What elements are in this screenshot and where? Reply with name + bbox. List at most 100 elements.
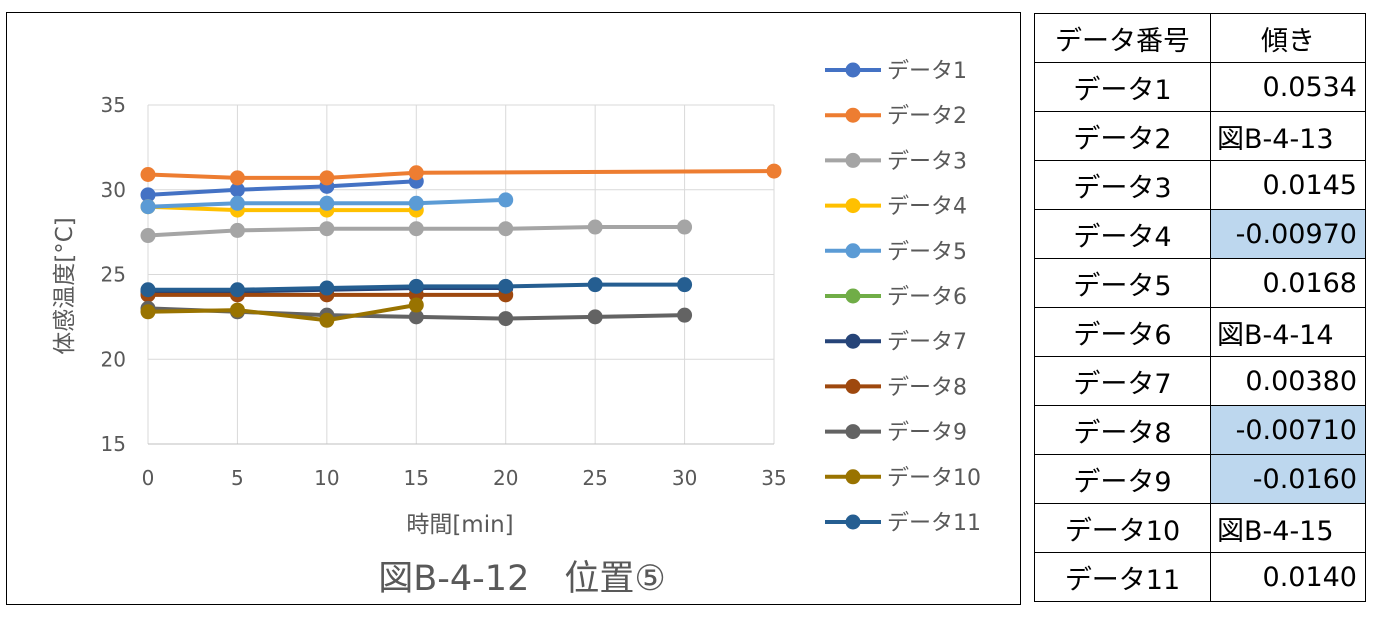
data-point (140, 199, 156, 215)
row-slope-value: -0.00970 (1210, 209, 1366, 259)
x-tick-label: 15 (404, 466, 429, 490)
data-point (319, 280, 335, 296)
legend-label: データ4 (887, 195, 967, 220)
row-label: データ3 (1034, 160, 1211, 210)
legend-marker (845, 243, 861, 259)
data-point (498, 311, 514, 327)
table-row: データ2 図B-4-13 (1034, 111, 1366, 161)
legend: データ1 データ2 データ3 データ4 データ5 データ6 データ7 データ8 データ9 データ1… (825, 59, 981, 536)
data-point (229, 302, 245, 318)
data-point (408, 165, 424, 181)
row-slope-value: 0.0140 (1210, 552, 1366, 602)
legend-entry: データ7 (825, 330, 967, 355)
legend-entry: データ4 (825, 195, 967, 220)
row-slope-value: 0.00380 (1210, 356, 1366, 406)
data-point (408, 309, 424, 325)
data-point (140, 166, 156, 182)
data-point (677, 219, 693, 235)
data-point (229, 170, 245, 186)
legend-entry: データ3 (825, 149, 967, 174)
legend-marker (845, 198, 861, 214)
row-label: データ8 (1034, 405, 1211, 455)
legend-entry: データ6 (825, 285, 967, 310)
data-point (408, 297, 424, 313)
data-point (319, 170, 335, 186)
row-slope-value: 図B-4-13 (1210, 111, 1366, 161)
grid-lines (147, 104, 775, 445)
series-line (147, 179, 417, 197)
row-slope-value: -0.0160 (1210, 454, 1366, 504)
legend-marker (845, 424, 861, 440)
axes: 15 20 25 30 35 0 5 10 15 20 25 30 35 (101, 93, 787, 490)
data-point (140, 228, 156, 244)
legend-label: データ2 (887, 104, 967, 129)
y-axis-label: 体感温度[°C] (52, 217, 78, 355)
y-tick-label: 25 (101, 263, 126, 287)
row-slope-value: 図B-4-14 (1210, 307, 1366, 357)
x-tick-label: 30 (672, 466, 697, 490)
x-tick-label: 0 (142, 466, 155, 490)
header-slope: 傾き (1210, 13, 1366, 63)
legend-entry: データ9 (825, 421, 967, 446)
legend-marker (845, 333, 861, 349)
y-tick-label: 20 (101, 347, 126, 371)
x-tick-label: 10 (314, 466, 339, 490)
data-point (677, 277, 693, 293)
legend-marker (845, 107, 861, 123)
series-11 (140, 277, 693, 298)
legend-entry: データ5 (825, 240, 967, 265)
data-point (319, 221, 335, 237)
data-point (408, 278, 424, 294)
series-5 (140, 192, 514, 215)
legend-marker (845, 288, 861, 304)
data-point (498, 221, 514, 237)
table-row: データ10 図B-4-15 (1034, 503, 1366, 553)
x-tick-label: 25 (582, 466, 607, 490)
row-label: データ10 (1034, 503, 1211, 553)
row-slope-value: -0.00710 (1210, 405, 1366, 455)
table-row: データ5 0.0168 (1034, 258, 1366, 308)
table-row: データ6 図B-4-14 (1034, 307, 1366, 357)
row-label: データ4 (1034, 209, 1211, 259)
legend-label: データ8 (887, 375, 967, 400)
row-label: データ6 (1034, 307, 1211, 357)
data-point (408, 195, 424, 211)
figure-caption: 図B-4-12 位置⑤ (378, 559, 666, 599)
row-slope-value: 0.0145 (1210, 160, 1366, 210)
data-point (587, 309, 603, 325)
data-point (140, 187, 156, 203)
data-point (229, 222, 245, 238)
row-label: データ9 (1034, 454, 1211, 504)
chart-frame: 15 20 25 30 35 0 5 10 15 20 25 30 35 データ1 データ2 データ3 データ… (6, 12, 1021, 605)
table-row: データ11 0.0140 (1034, 552, 1366, 602)
series-lines (140, 163, 782, 328)
legend-entry: データ2 (825, 104, 967, 129)
legend-label: データ10 (887, 466, 981, 491)
table-row: データ4 -0.00970 (1034, 209, 1366, 259)
legend-marker (845, 469, 861, 485)
table-row: データ3 0.0145 (1034, 160, 1366, 210)
row-label: データ2 (1034, 111, 1211, 161)
header-data-number: データ番号 (1034, 13, 1211, 63)
data-point (319, 312, 335, 328)
legend-marker (845, 378, 861, 394)
y-tick-label: 15 (101, 432, 126, 456)
data-point (677, 307, 693, 323)
series-10 (140, 297, 424, 328)
row-slope-value: 0.0534 (1210, 62, 1366, 112)
x-tick-label: 35 (761, 466, 786, 490)
data-point (498, 192, 514, 208)
series-line (147, 204, 417, 213)
row-label: データ1 (1034, 62, 1211, 112)
table-header-row: データ番号 傾き (1034, 13, 1366, 63)
data-point (229, 195, 245, 211)
x-tick-label: 5 (231, 466, 244, 490)
legend-label: データ1 (887, 59, 967, 84)
data-point (408, 221, 424, 237)
data-point (229, 282, 245, 298)
y-tick-label: 35 (101, 93, 126, 117)
row-slope-value: 図B-4-15 (1210, 503, 1366, 553)
row-label: データ5 (1034, 258, 1211, 308)
legend-entry: データ11 (825, 511, 981, 536)
